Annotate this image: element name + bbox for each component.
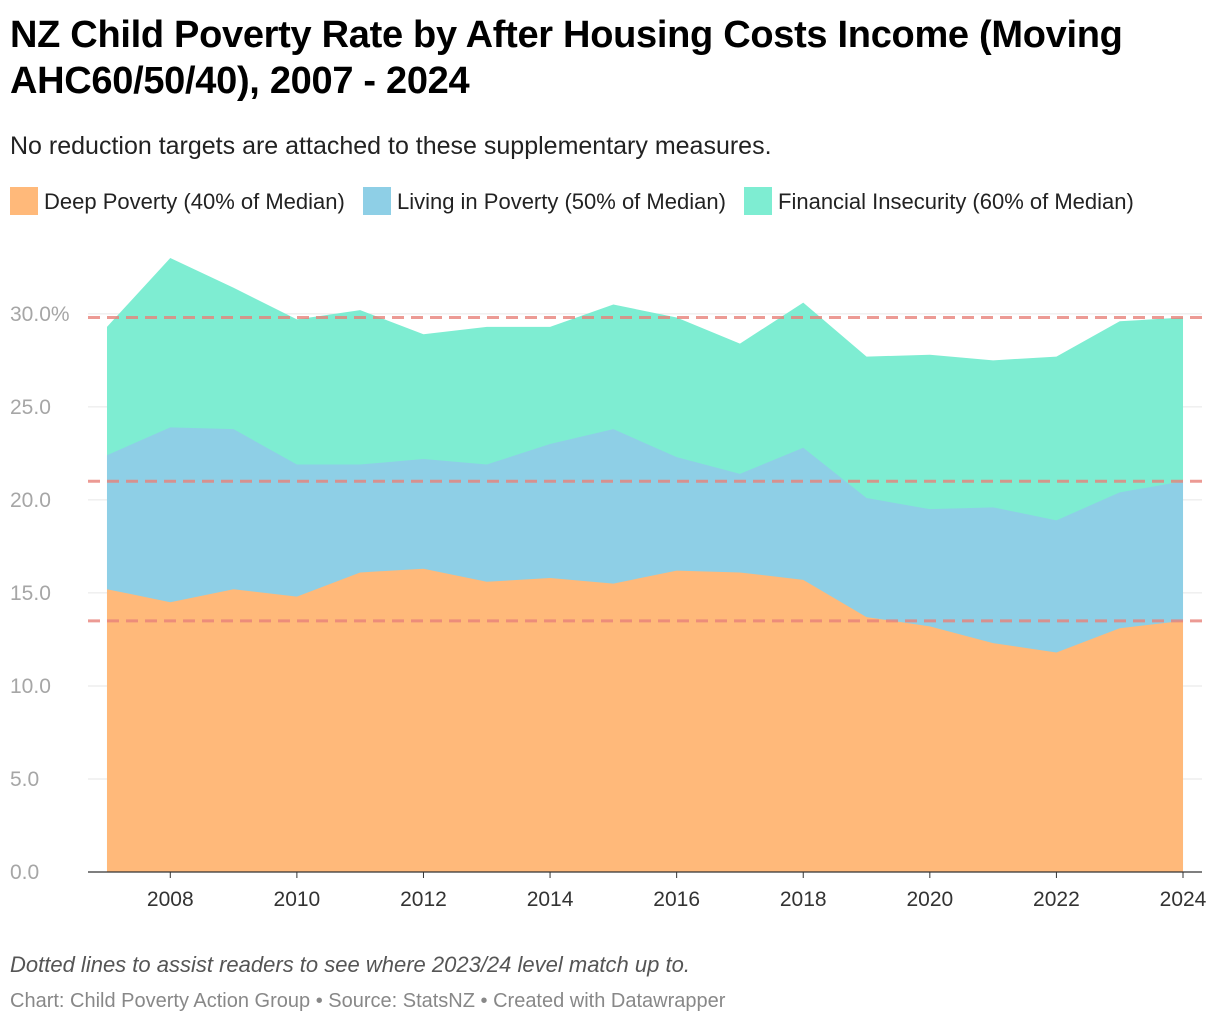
legend-item-financial-insecurity: Financial Insecurity (60% of Median): [744, 187, 1134, 215]
legend-swatch-living-in-poverty: [362, 187, 391, 215]
y-tick-label-25: 25.0: [10, 396, 51, 419]
reference-line-layer: [88, 316, 1202, 623]
legend-swatch-deep-poverty: [10, 187, 38, 215]
credits: Chart: Child Poverty Action Group • Sour…: [10, 990, 726, 1012]
axis-layer: 0.0 5.0 10.0 15.0 20.0 25.0 30.0% 2008 2010 2012 2…: [10, 303, 1207, 911]
x-tick-label-2014: 2014: [527, 888, 574, 911]
x-tick-label-2022: 2022: [1033, 888, 1080, 911]
y-tick-label-15: 15.0: [10, 582, 51, 605]
legend-label-deep-poverty: Deep Poverty (40% of Median): [44, 189, 345, 214]
x-tick-label-2010: 2010: [274, 888, 321, 911]
y-tick-label-30: 30.0%: [10, 303, 70, 326]
x-tick-label-2016: 2016: [653, 888, 700, 911]
x-tick-label-2018: 2018: [780, 888, 827, 911]
x-tick-label-2008: 2008: [147, 888, 194, 911]
y-tick-label-20: 20.0: [10, 489, 51, 512]
legend-label-living-in-poverty: Living in Poverty (50% of Median): [396, 189, 726, 214]
chart-title: NZ Child Poverty Rate by After Housing C…: [10, 14, 1123, 102]
x-tick-label-2012: 2012: [400, 888, 447, 911]
footnote: Dotted lines to assist readers to see wh…: [10, 952, 690, 977]
area-layer: [106, 258, 1184, 872]
y-tick-label-10: 10.0: [10, 675, 51, 698]
area-chart: 0.0 5.0 10.0 15.0 20.0 25.0 30.0% 2008 2010 2012 2…: [10, 258, 1207, 911]
y-tick-label-0: 0.0: [10, 861, 39, 884]
area-deep-poverty: [106, 568, 1184, 872]
legend-item-living-in-poverty: Living in Poverty (50% of Median): [362, 187, 726, 215]
legend-item-deep-poverty: Deep Poverty (40% of Median): [10, 187, 345, 215]
x-tick-label-2024: 2024: [1160, 888, 1207, 911]
legend: Deep Poverty (40% of Median) Living in P…: [10, 184, 1160, 220]
chart-subtitle: No reduction targets are attached to the…: [10, 132, 772, 160]
legend-swatch-financial-insecurity: [744, 187, 773, 215]
y-tick-label-5: 5.0: [10, 768, 39, 791]
x-tick-label-2020: 2020: [906, 888, 953, 911]
legend-label-financial-insecurity: Financial Insecurity (60% of Median): [778, 189, 1134, 214]
